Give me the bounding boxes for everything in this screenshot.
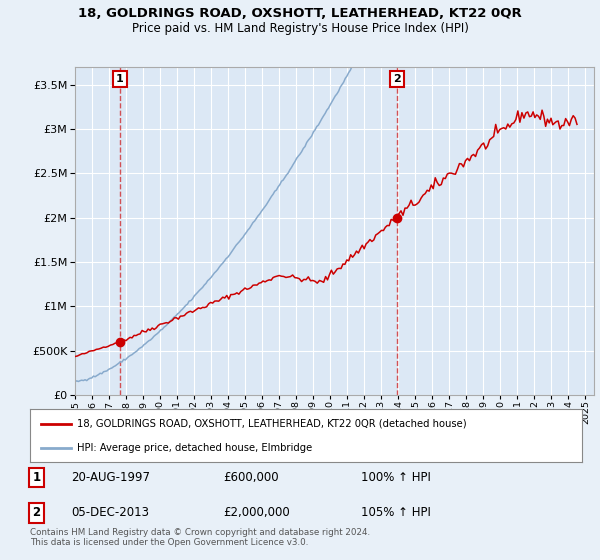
Text: £600,000: £600,000 xyxy=(223,471,279,484)
Text: 20-AUG-1997: 20-AUG-1997 xyxy=(71,471,151,484)
Text: £2,000,000: £2,000,000 xyxy=(223,506,290,520)
Text: 2: 2 xyxy=(393,74,401,83)
Text: 1: 1 xyxy=(32,471,41,484)
Text: 1: 1 xyxy=(116,74,124,83)
Text: 18, GOLDRINGS ROAD, OXSHOTT, LEATHERHEAD, KT22 0QR: 18, GOLDRINGS ROAD, OXSHOTT, LEATHERHEAD… xyxy=(78,7,522,20)
Text: 100% ↑ HPI: 100% ↑ HPI xyxy=(361,471,431,484)
Text: 05-DEC-2013: 05-DEC-2013 xyxy=(71,506,149,520)
Text: HPI: Average price, detached house, Elmbridge: HPI: Average price, detached house, Elmb… xyxy=(77,443,312,453)
Text: Contains HM Land Registry data © Crown copyright and database right 2024.
This d: Contains HM Land Registry data © Crown c… xyxy=(30,528,370,547)
Text: 105% ↑ HPI: 105% ↑ HPI xyxy=(361,506,431,520)
Text: 18, GOLDRINGS ROAD, OXSHOTT, LEATHERHEAD, KT22 0QR (detached house): 18, GOLDRINGS ROAD, OXSHOTT, LEATHERHEAD… xyxy=(77,419,467,429)
Text: Price paid vs. HM Land Registry's House Price Index (HPI): Price paid vs. HM Land Registry's House … xyxy=(131,22,469,35)
Text: 2: 2 xyxy=(32,506,41,520)
